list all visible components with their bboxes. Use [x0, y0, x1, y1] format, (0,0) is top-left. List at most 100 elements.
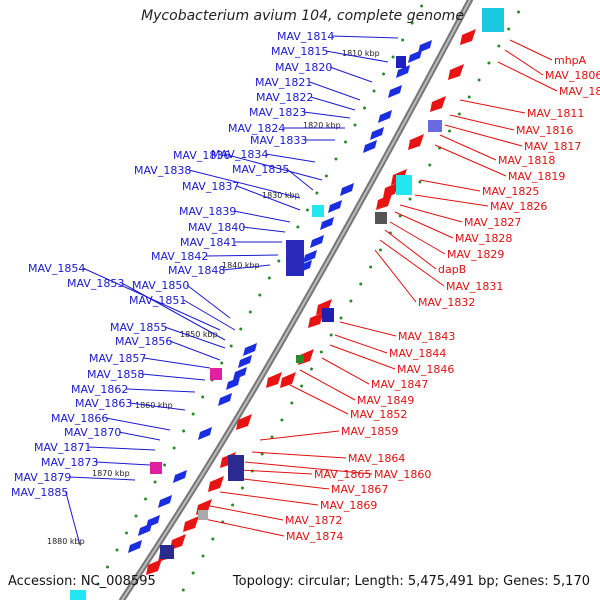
label-leader-line — [414, 194, 489, 207]
track-dot — [369, 265, 373, 269]
gene-label-right: MAV_1864 — [348, 452, 405, 465]
label-leader-line — [444, 124, 523, 147]
label-leader-line — [239, 469, 313, 475]
kbp-tick-label: 1880 kbp — [47, 537, 85, 546]
label-leader-line — [303, 111, 351, 119]
gene-label-left: MAV_1885 — [11, 486, 68, 499]
gene-arrow-minus — [158, 495, 172, 508]
track-dot — [315, 191, 319, 195]
track-dot — [270, 435, 274, 439]
track-dot — [229, 344, 233, 348]
label-leader-line — [389, 221, 446, 255]
gene-label-right: MAV_1811 — [527, 107, 584, 120]
gene-feature-block — [396, 175, 412, 195]
label-leader-line — [504, 49, 544, 76]
gene-label-right: MAV_1865 — [314, 468, 371, 481]
gene-label-left: MAV_1824 — [228, 122, 285, 135]
gene-arrow-plus — [448, 64, 464, 80]
gene-arrow-minus — [370, 127, 384, 140]
gene-label-left: MAV_1854 — [28, 262, 85, 275]
label-leader-line — [449, 114, 515, 131]
gene-label-left: MAV_1848 — [168, 264, 225, 277]
track-dot — [231, 503, 235, 507]
gene-label-right: MAV_1874 — [286, 530, 343, 543]
track-dot — [144, 497, 148, 501]
label-leader-line — [183, 299, 236, 331]
label-leader-line — [374, 249, 417, 303]
track-dot — [329, 333, 333, 337]
gene-arrow-plus — [383, 182, 399, 198]
track-dot — [300, 384, 304, 388]
label-leader-line — [236, 185, 301, 211]
label-leader-line — [95, 461, 151, 466]
gene-arrow-plus — [146, 559, 162, 575]
track-dot — [277, 259, 281, 263]
label-leader-line — [141, 373, 206, 381]
label-leader-line — [234, 477, 330, 490]
label-leader-line — [331, 35, 399, 39]
gene-label-left: MAV_1850 — [132, 279, 189, 292]
track-dot — [211, 537, 215, 541]
label-leader-line — [325, 50, 389, 63]
gene-feature-block — [198, 510, 208, 520]
gene-feature-block — [375, 212, 387, 224]
gene-label-right: MAV_1817 — [524, 140, 581, 153]
label-leader-line — [242, 226, 286, 233]
label-leader-line — [251, 451, 347, 459]
gene-label-right: MAV_1872 — [285, 514, 342, 527]
track-dot — [420, 4, 424, 8]
gene-label-left: MAV_1822 — [256, 91, 313, 104]
gene-feature-block — [396, 56, 406, 68]
label-leader-line — [233, 210, 291, 223]
gene-label-left: MAV_1842 — [151, 250, 208, 263]
gene-label-right: MAV_1806 — [545, 69, 600, 82]
label-leader-line — [497, 61, 558, 92]
genome-backbone-highlight — [121, 0, 471, 600]
gene-label-left: MAV_1856 — [115, 335, 172, 348]
track-dot — [349, 299, 353, 303]
kbp-tick-label: 1870 kbp — [92, 469, 130, 478]
gene-label-left: MAV_1833 — [250, 134, 307, 147]
track-dot — [258, 293, 262, 297]
gene-feature-block — [322, 308, 334, 322]
track-dot — [448, 129, 451, 133]
gene-label-left: MAV_1873 — [41, 456, 98, 469]
gene-label-right: MAV_1831 — [446, 280, 503, 293]
track-dot — [191, 571, 195, 575]
gene-label-right: mhpA — [554, 54, 587, 67]
gene-label-right: MAV_1860 — [374, 468, 431, 481]
track-dot — [343, 140, 347, 144]
gene-arrow-minus — [388, 85, 402, 98]
gene-label-right: MAV_1847 — [371, 378, 428, 391]
gene-label-left: MAV_1836 — [173, 149, 230, 162]
track-dot — [398, 214, 402, 218]
gene-feature-block — [312, 205, 324, 217]
gene-feature-block — [160, 545, 174, 559]
label-leader-line — [188, 169, 301, 199]
gene-arrow-plus — [208, 476, 224, 492]
track-dot — [418, 180, 422, 184]
gene-arrow-minus — [408, 50, 422, 63]
label-leader-line — [204, 504, 284, 521]
label-leader-line — [265, 153, 316, 163]
gene-arrow-plus — [430, 96, 446, 112]
track-dot — [240, 486, 244, 490]
label-leader-line — [434, 144, 507, 177]
label-leader-line — [394, 211, 454, 239]
track-dot — [428, 163, 432, 167]
gene-arrow-plus — [460, 29, 476, 45]
gene-label-left: MAV_1840 — [188, 221, 245, 234]
label-leader-line — [286, 168, 314, 191]
label-leader-line — [439, 134, 497, 161]
track-dot — [296, 225, 300, 229]
gene-label-right: MAV_1843 — [398, 330, 455, 343]
gene-arrow-minus — [418, 40, 432, 53]
label-leader-line — [329, 66, 373, 83]
label-leader-line — [164, 326, 226, 349]
gene-label-left: MAV_1855 — [110, 321, 167, 334]
gene-feature-block — [286, 240, 304, 276]
gene-label-right: MAV_1869 — [320, 499, 377, 512]
track-dot — [507, 27, 511, 31]
track-dot — [115, 548, 119, 552]
